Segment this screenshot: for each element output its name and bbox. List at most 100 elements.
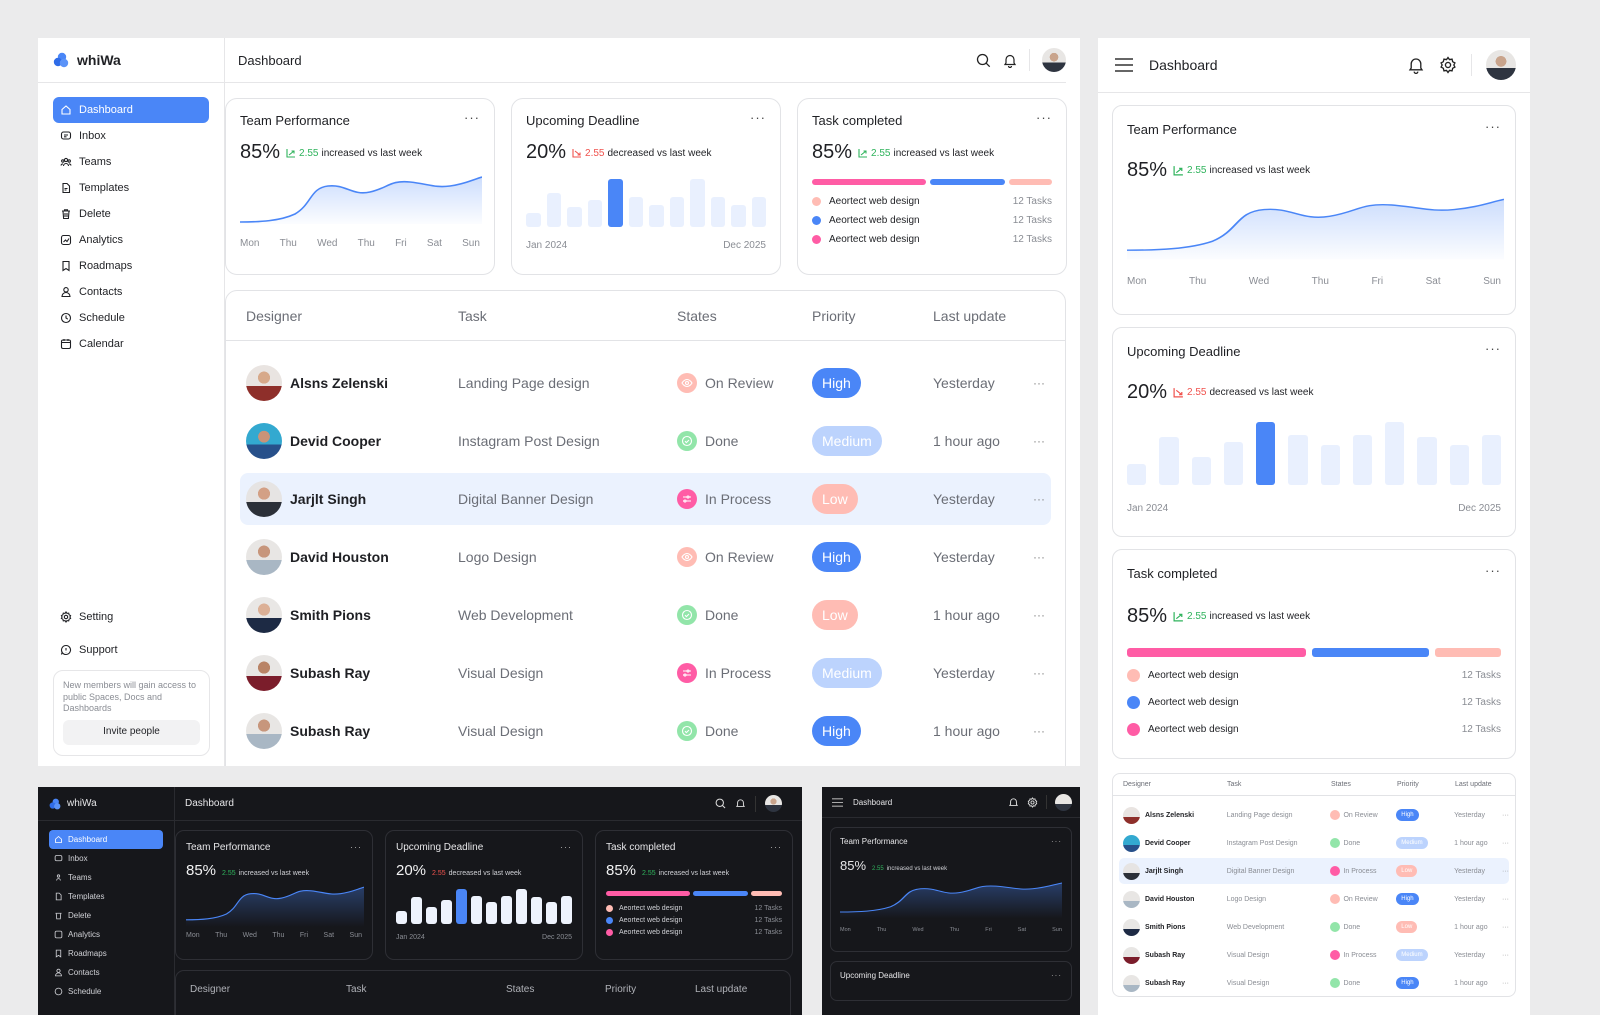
table-row[interactable]: David Houston Logo Design On Review High… [240, 531, 1051, 583]
brand[interactable]: whiWa [38, 787, 175, 821]
x-axis-labels: Jan 2024 Dec 2025 [526, 240, 766, 251]
column-header[interactable]: Priority [605, 984, 637, 995]
sidebar-item-templates[interactable]: Templates [53, 175, 209, 201]
more-options-button[interactable]: ··· [1485, 563, 1501, 578]
sidebar-item-templates[interactable]: Templates [49, 887, 163, 906]
dark-desktop-dashboard: whiWa Dashboard Inbox Teams Templates De… [38, 787, 802, 1015]
brand[interactable]: whiWa [38, 38, 224, 83]
gear-icon[interactable] [1439, 56, 1457, 74]
more-options-button[interactable]: ··· [1485, 119, 1501, 134]
column-header[interactable]: States [1331, 781, 1351, 788]
sidebar-item-schedule[interactable]: Schedule [53, 305, 209, 331]
sidebar-item-dashboard[interactable]: Dashboard [49, 830, 163, 849]
column-header[interactable]: Task [346, 984, 367, 995]
sidebar-item-contacts[interactable]: Contacts [53, 279, 209, 305]
more-options-button[interactable]: ··· [560, 842, 572, 852]
row-more-button[interactable]: ··· [1033, 724, 1045, 738]
gear-icon[interactable] [1027, 796, 1038, 808]
search-icon[interactable] [715, 798, 726, 809]
column-header[interactable]: Task [458, 307, 487, 324]
table-row-selected[interactable]: Jarjlt Singh Digital Banner Design In Proc… [1119, 858, 1509, 884]
sidebar-item-roadmaps[interactable]: Roadmaps [49, 944, 163, 963]
row-more-button[interactable]: ··· [1033, 550, 1045, 564]
bell-icon[interactable] [1407, 56, 1425, 74]
priority-badge: Medium [812, 658, 882, 688]
sidebar-item-inbox[interactable]: Inbox [53, 123, 209, 149]
analytics-icon [60, 234, 72, 246]
delta-value: 2.55 [871, 147, 891, 159]
sidebar-item-teams[interactable]: Teams [53, 149, 209, 175]
sidebar-item-analytics[interactable]: Analytics [53, 227, 209, 253]
column-header[interactable]: States [506, 984, 535, 995]
table-row[interactable]: Subash Ray Visual Design Done High 1 hour ag… [1119, 970, 1509, 996]
more-options-button[interactable]: ··· [770, 842, 782, 852]
user-avatar[interactable] [1486, 50, 1516, 80]
search-icon[interactable] [976, 53, 991, 68]
sidebar-item-teams[interactable]: Teams [49, 868, 163, 887]
table-row[interactable]: Alsns Zelenski Landing Page design On Re… [240, 357, 1051, 409]
bell-icon[interactable] [735, 798, 746, 809]
invite-people-button[interactable]: Invite people [63, 719, 200, 745]
hamburger-menu-icon[interactable] [832, 797, 843, 807]
sidebar-item-setting[interactable]: Setting [53, 600, 210, 633]
sidebar-item-delete[interactable]: Delete [49, 906, 163, 925]
row-more-button[interactable]: ··· [1033, 666, 1045, 680]
sidebar-item-analytics[interactable]: Analytics [49, 925, 163, 944]
priority-badge: High [812, 368, 861, 398]
column-header[interactable]: Last update [1455, 781, 1492, 788]
column-header[interactable]: Designer [190, 984, 231, 995]
more-options-button[interactable]: ··· [750, 110, 766, 125]
bell-icon[interactable] [1003, 53, 1017, 68]
user-avatar[interactable] [765, 795, 782, 812]
sliders-icon [677, 663, 697, 683]
row-more-button[interactable]: ··· [1033, 492, 1045, 506]
sidebar-item-roadmaps[interactable]: Roadmaps [53, 253, 209, 279]
column-header[interactable]: Priority [812, 307, 856, 324]
sidebar-item-delete[interactable]: Delete [53, 201, 209, 227]
more-options-button[interactable]: ··· [350, 842, 362, 852]
row-more-button[interactable]: ··· [1033, 608, 1045, 622]
team-performance-area-chart [186, 886, 364, 928]
column-header[interactable]: Last update [695, 984, 748, 995]
card-title: Upcoming Deadline [526, 113, 640, 128]
table-row[interactable]: Subash Ray Visual Design Done High 1 hou… [240, 705, 1051, 757]
column-header[interactable]: Last update [933, 307, 1007, 324]
row-more-button[interactable]: ··· [1033, 434, 1045, 448]
table-row[interactable]: Devid Cooper Instagram Post Design Done Med… [1119, 830, 1509, 856]
sidebar-item-schedule[interactable]: Schedule [49, 982, 163, 1001]
more-options-button[interactable]: ··· [1036, 110, 1052, 125]
table-row[interactable]: David Houston Logo Design On Review High Yes… [1119, 886, 1509, 912]
sidebar-item-label: Teams [79, 156, 112, 168]
sidebar-item-inbox[interactable]: Inbox [49, 849, 163, 868]
more-options-button[interactable]: ··· [1051, 837, 1062, 846]
more-options-button[interactable]: ··· [1051, 971, 1062, 980]
hamburger-menu-icon[interactable] [1115, 58, 1133, 72]
sidebar-item-calendar[interactable]: Calendar [53, 331, 209, 357]
table-row[interactable]: Subash Ray Visual Design In Process Medi… [240, 647, 1051, 699]
sidebar-item-dashboard[interactable]: Dashboard [53, 97, 209, 123]
table-row[interactable]: Devid Cooper Instagram Post Design Done … [240, 415, 1051, 467]
table-row[interactable]: Subash Ray Visual Design In Process Medium Y… [1119, 942, 1509, 968]
mobile-topbar: Dashboard [822, 787, 1080, 818]
user-avatar[interactable] [1055, 793, 1072, 811]
column-header[interactable]: States [677, 307, 717, 324]
table-row-selected[interactable]: Jarjlt Singh Digital Banner Design In Pr… [240, 473, 1051, 525]
table-row[interactable]: Alsns Zelenski Landing Page design On Revi… [1119, 802, 1509, 828]
sidebar-item-contacts[interactable]: Contacts [49, 963, 163, 982]
user-avatar[interactable] [1042, 48, 1066, 72]
avatar [246, 655, 282, 691]
team-performance-area-chart [240, 176, 482, 224]
table-row[interactable]: Smith Pions Web Development Done Low 1 h… [240, 589, 1051, 641]
column-header[interactable]: Priority [1397, 781, 1419, 788]
more-options-button[interactable]: ··· [1485, 341, 1501, 356]
column-header[interactable]: Designer [1123, 781, 1152, 788]
row-more-button[interactable]: ··· [1033, 376, 1045, 390]
more-options-button[interactable]: ··· [464, 110, 480, 125]
column-header[interactable]: Task [1227, 781, 1242, 788]
team-performance-card: Team Performance ··· 85% 2.55 increased … [1112, 105, 1516, 315]
sidebar-item-support[interactable]: Support [53, 633, 210, 666]
stat-value: 85% [240, 141, 281, 163]
bell-icon[interactable] [1008, 797, 1019, 808]
table-row[interactable]: Smith Pions Web Development Done Low 1 hour … [1119, 914, 1509, 940]
column-header[interactable]: Designer [246, 307, 303, 324]
